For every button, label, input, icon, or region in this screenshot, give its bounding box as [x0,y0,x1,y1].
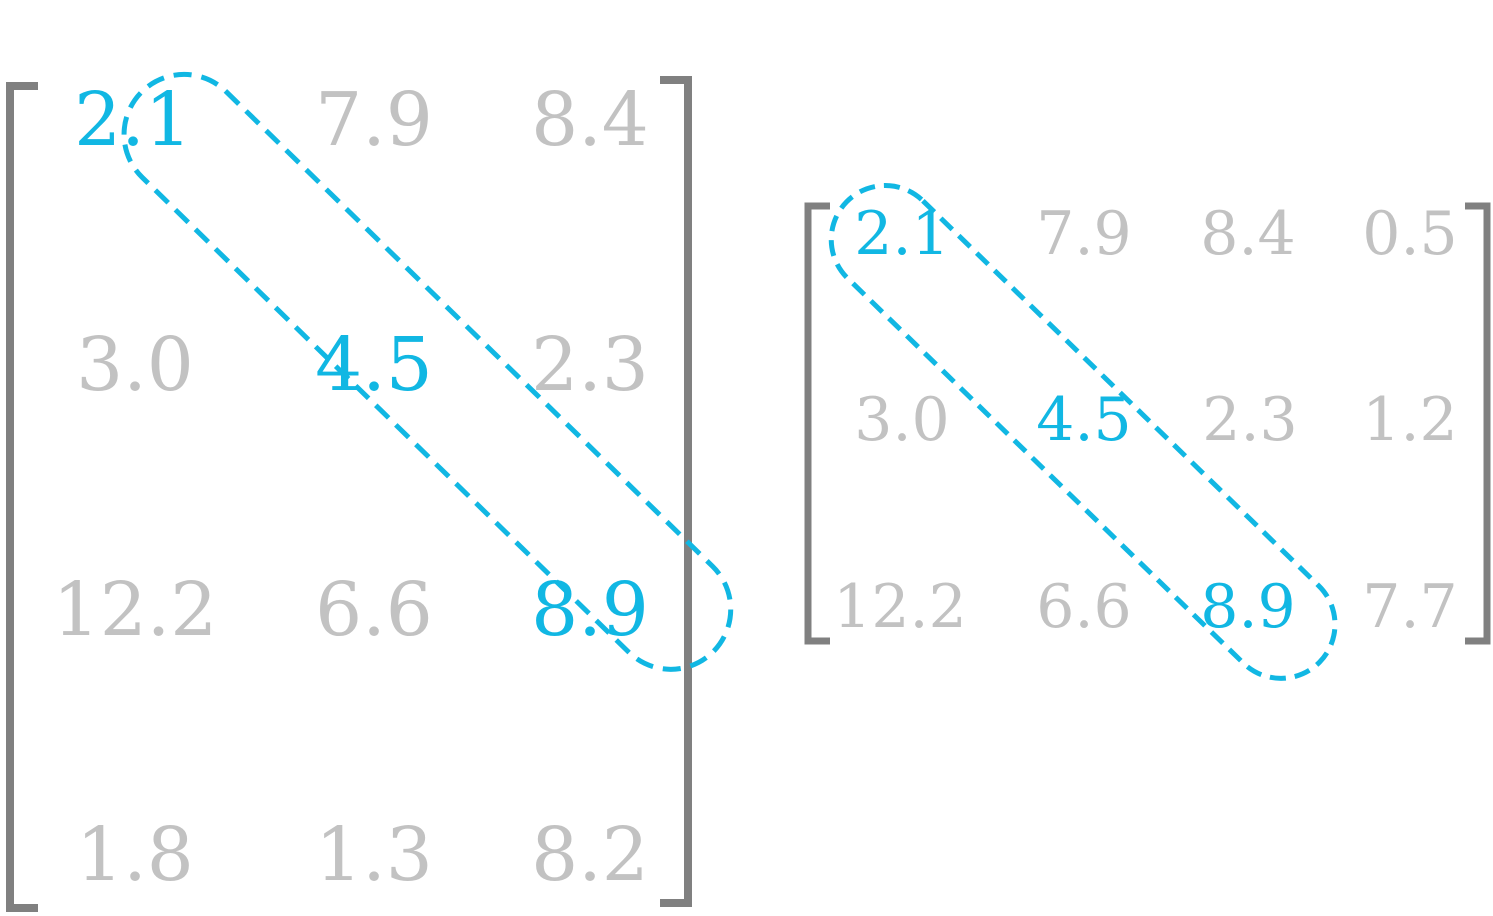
right-matrix-cell-r3c1: 12.2 [833,572,967,642]
left-matrix-cell-r3c2: 6.6 [315,567,433,653]
right-matrix-cell-r1c2: 7.9 [1036,199,1131,269]
left-matrix-cell-r1c3: 8.4 [531,77,649,163]
left-matrix: 2.1 7.9 8.4 3.0 4.5 2.3 12.2 6.6 8.9 1.8… [6,71,734,912]
right-matrix-right-bracket [1465,202,1491,645]
left-matrix-cell-r2c1: 3.0 [76,322,194,408]
right-matrix-cell-r1c1: 2.1 [854,199,949,269]
left-matrix-cell-r3c3: 8.9 [531,567,649,653]
left-matrix-diagonal-highlight [121,71,734,672]
right-matrix-diagonal-highlight [828,183,1338,681]
left-matrix-cell-r4c2: 1.3 [315,812,433,898]
right-matrix-cell-r2c3: 2.3 [1202,385,1297,455]
right-matrix-cell-r3c4: 7.7 [1362,572,1457,642]
right-matrix-cell-r1c3: 8.4 [1200,199,1295,269]
right-matrix-cell-r2c2: 4.5 [1036,385,1131,455]
right-matrix: 2.1 7.9 8.4 0.5 3.0 4.5 2.3 1.2 12.2 6.6… [804,183,1491,681]
right-matrix-cell-r2c1: 3.0 [854,385,949,455]
left-matrix-left-bracket [6,82,38,912]
left-matrix-cell-r2c3: 2.3 [531,322,649,408]
right-matrix-cell-r2c4: 1.2 [1362,385,1457,455]
left-matrix-cell-r4c3: 8.2 [531,812,649,898]
right-matrix-cell-r1c4: 0.5 [1362,199,1457,269]
left-matrix-cell-r4c1: 1.8 [76,812,194,898]
right-matrix-cell-r3c2: 6.6 [1036,572,1131,642]
right-matrix-cell-r3c3: 8.9 [1200,572,1295,642]
left-matrix-cell-r3c1: 12.2 [53,567,218,653]
right-matrix-left-bracket [804,202,830,645]
left-matrix-cell-r1c1: 2.1 [74,77,192,163]
left-matrix-cell-r1c2: 7.9 [315,77,433,163]
left-matrix-cell-r2c2: 4.5 [315,322,433,408]
left-matrix-right-bracket [660,76,692,907]
